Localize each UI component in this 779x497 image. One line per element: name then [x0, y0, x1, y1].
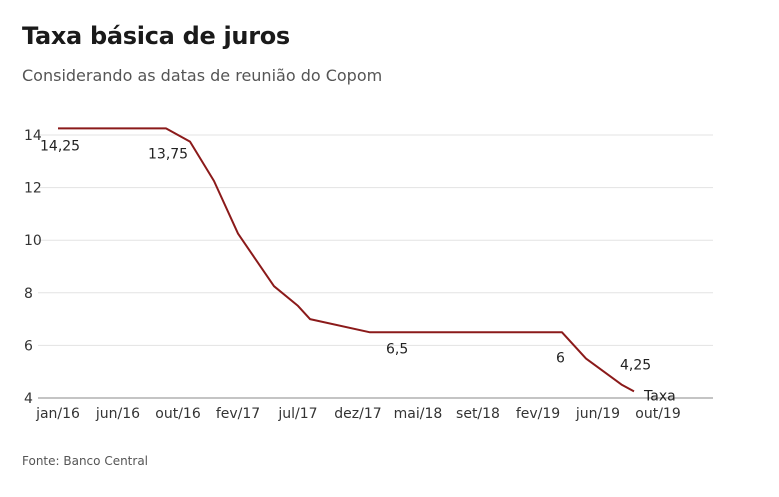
x-tick-label: dez/17 [334, 406, 381, 422]
data-label: 4,25 [620, 357, 651, 373]
x-tick-label: out/19 [635, 406, 680, 422]
x-tick-label: fev/17 [216, 406, 260, 422]
chart-title: Taxa básica de juros [22, 22, 290, 50]
y-tick-label: 8 [24, 286, 33, 302]
y-tick-label: 4 [24, 391, 33, 407]
y-tick-label: 10 [24, 233, 42, 249]
x-tick-label: jun/19 [575, 406, 620, 422]
y-tick-label: 6 [24, 338, 33, 354]
data-label: 14,25 [40, 138, 80, 154]
x-tick-label: set/18 [456, 406, 500, 422]
annotations-layer: 14,25 13,75 6,5 6 4,25 [40, 138, 651, 373]
x-tick-label: out/16 [155, 406, 201, 422]
x-tick-label: jul/17 [277, 406, 317, 422]
x-axis-ticks: jan/16 jun/16 out/16 fev/17 jul/17 dez/17 mai/… [35, 406, 681, 422]
series-label: Taxa [643, 388, 676, 404]
data-label: 6 [556, 350, 565, 366]
y-tick-label: 14 [24, 128, 42, 144]
source-note: Fonte: Banco Central [22, 454, 149, 468]
x-tick-label: jan/16 [35, 406, 80, 422]
series-line [58, 127, 635, 393]
chart-subtitle: Considerando as datas de reunião do Copo… [22, 66, 383, 85]
data-label: 6,5 [386, 341, 408, 357]
grid-lines [38, 134, 713, 399]
legend: Taxa [643, 388, 676, 404]
x-tick-label: jun/16 [95, 406, 140, 422]
y-tick-label: 12 [24, 181, 42, 197]
y-axis-ticks: 4 6 8 10 12 14 [24, 128, 42, 407]
series-layer [58, 127, 635, 393]
data-label: 13,75 [148, 146, 188, 162]
x-tick-label: mai/18 [394, 406, 443, 422]
x-tick-label: fev/19 [516, 406, 560, 422]
